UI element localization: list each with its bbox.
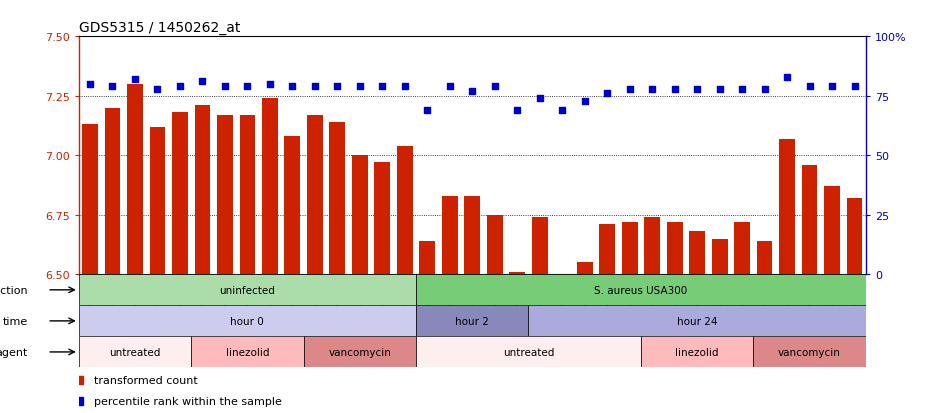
Point	[668, 86, 682, 93]
Bar	[577, 263, 593, 275]
Text: linezolid: linezolid	[675, 347, 719, 357]
Bar	[352, 156, 368, 275]
Text: agent: agent	[0, 347, 28, 357]
Text: S. aureus USA300: S. aureus USA300	[594, 285, 687, 295]
Point	[644, 86, 659, 93]
Bar	[641, 337, 754, 368]
Text: hour 24: hour 24	[677, 316, 718, 326]
Bar	[304, 337, 416, 368]
Point	[465, 88, 480, 95]
Text: untreated: untreated	[109, 347, 160, 357]
Bar	[754, 337, 866, 368]
Point	[128, 77, 143, 83]
Text: linezolid: linezolid	[226, 347, 269, 357]
Point	[555, 107, 569, 114]
Point	[419, 107, 434, 114]
Point	[712, 86, 727, 93]
Point	[150, 86, 165, 93]
Point	[532, 95, 547, 102]
Bar	[780, 139, 795, 275]
Point	[577, 98, 592, 104]
Text: untreated: untreated	[503, 347, 554, 357]
Point	[847, 84, 862, 90]
Point	[802, 84, 817, 90]
Bar	[82, 125, 98, 275]
Point	[397, 84, 412, 90]
Text: transformed count: transformed count	[94, 375, 198, 385]
Text: infection: infection	[0, 285, 28, 295]
Point	[690, 86, 705, 93]
Text: percentile rank within the sample: percentile rank within the sample	[94, 396, 282, 406]
Text: uninfected: uninfected	[219, 285, 275, 295]
Point	[105, 84, 119, 90]
Bar	[127, 85, 143, 275]
Bar	[397, 146, 413, 275]
Text: GDS5315 / 1450262_at: GDS5315 / 1450262_at	[79, 21, 240, 35]
Point	[757, 86, 772, 93]
Point	[195, 79, 210, 85]
Bar	[416, 337, 641, 368]
Bar	[307, 116, 323, 275]
Point	[218, 84, 232, 90]
Bar	[105, 108, 120, 275]
Point	[443, 84, 457, 90]
Bar	[240, 116, 256, 275]
Bar	[79, 306, 416, 337]
Bar	[644, 218, 660, 275]
Bar	[465, 196, 480, 275]
Bar	[330, 123, 345, 275]
Text: time: time	[2, 316, 28, 326]
Point	[82, 81, 97, 88]
Bar	[416, 275, 866, 306]
Point	[285, 84, 300, 90]
Text: vancomycin: vancomycin	[778, 347, 841, 357]
Bar	[79, 337, 191, 368]
Bar	[150, 127, 166, 275]
Point	[510, 107, 525, 114]
Bar	[487, 215, 503, 275]
Text: hour 0: hour 0	[231, 316, 264, 326]
Point	[262, 81, 277, 88]
Bar	[599, 225, 615, 275]
Point	[375, 84, 390, 90]
Point	[172, 84, 187, 90]
Point	[307, 84, 322, 90]
Bar	[284, 137, 300, 275]
Text: vancomycin: vancomycin	[329, 347, 392, 357]
Bar	[802, 165, 818, 275]
Bar	[529, 306, 866, 337]
Point	[780, 74, 795, 81]
Bar	[79, 275, 416, 306]
Point	[600, 91, 615, 97]
Bar	[419, 241, 435, 275]
Bar	[846, 199, 862, 275]
Bar	[824, 187, 840, 275]
Point	[487, 84, 502, 90]
Bar	[689, 232, 705, 275]
Bar	[509, 272, 525, 275]
Bar	[622, 222, 637, 275]
Bar	[734, 222, 750, 275]
Bar	[217, 116, 232, 275]
Bar	[172, 113, 188, 275]
Point	[330, 84, 344, 90]
Point	[825, 84, 840, 90]
Bar	[532, 218, 547, 275]
Point	[622, 86, 637, 93]
Bar	[194, 106, 210, 275]
Bar	[712, 239, 728, 275]
Bar	[667, 222, 682, 275]
Point	[734, 86, 749, 93]
Bar	[416, 306, 529, 337]
Bar	[374, 163, 390, 275]
Text: hour 2: hour 2	[456, 316, 489, 326]
Bar	[442, 196, 457, 275]
Bar	[262, 99, 278, 275]
Point	[240, 84, 255, 90]
Bar	[191, 337, 304, 368]
Point	[353, 84, 368, 90]
Bar	[757, 241, 772, 275]
